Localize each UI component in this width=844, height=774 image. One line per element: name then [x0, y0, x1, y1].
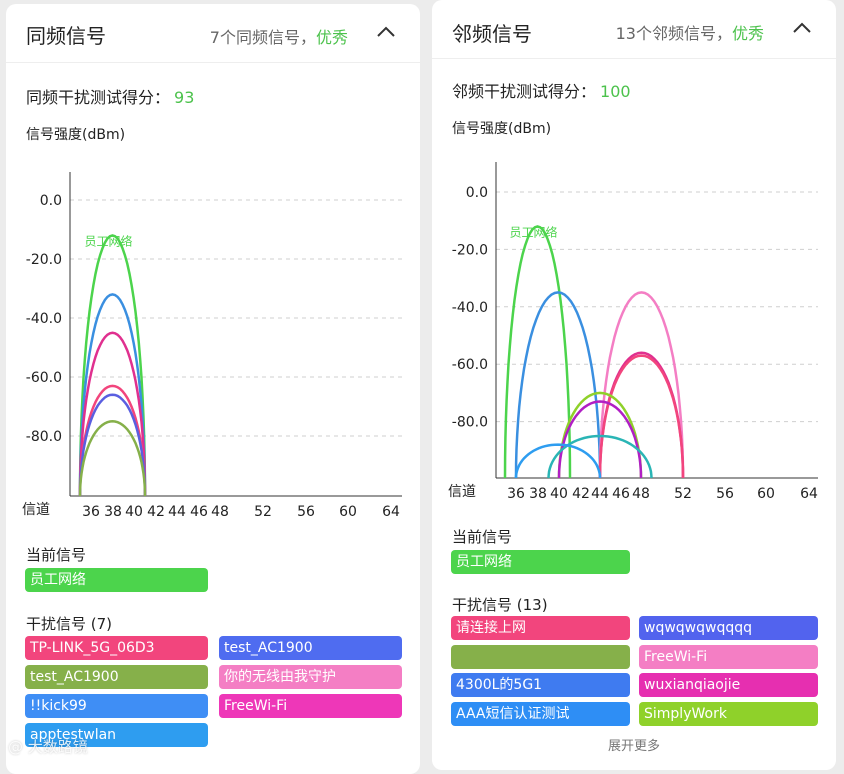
- signal-curve: [78, 331, 147, 497]
- expand-more-link[interactable]: 展开更多: [607, 739, 660, 754]
- y-tick-label: 0.0: [40, 193, 62, 209]
- card-summary: 13个邻频信号，优秀: [616, 20, 764, 44]
- score-line: 邻频干扰测试得分： 100: [452, 78, 631, 102]
- signal-curve: [78, 420, 147, 497]
- x-tick-label: 64: [800, 486, 818, 502]
- co-channel-card: 同频信号 7个同频信号，优秀 同频干扰测试得分： 93 信号强度(dBm) 0.0…: [6, 4, 420, 774]
- co-channel-chart: 0.0 -20.0 -40.0 -60.0 -80.0 36 38 40 42 44 46 48 52 5…: [22, 172, 402, 520]
- y-tick-label: -40.0: [26, 311, 62, 327]
- signal-curve: [78, 393, 147, 497]
- summary-rating: 优秀: [315, 28, 348, 47]
- x-tick-label: 42: [147, 504, 165, 520]
- adjacent-channel-chart: 0.0 -20.0 -40.0 -60.0 -80.0 36 38 40 42 44 46 48 52 5…: [448, 162, 818, 502]
- current-signal-label: 当前信号: [26, 546, 87, 564]
- y-tick-label: -20.0: [26, 252, 62, 268]
- summary-rating: 优秀: [731, 24, 764, 43]
- x-tick-label: 60: [757, 486, 775, 502]
- interference-tag[interactable]: 你的无线由我守护: [219, 665, 402, 689]
- interference-tag[interactable]: [451, 644, 630, 669]
- score-value: 100: [600, 82, 631, 101]
- curve-label: 员工网络: [85, 233, 133, 248]
- interference-tag[interactable]: FreeWi-Fi: [219, 694, 402, 718]
- x-tick-label: 48: [211, 504, 229, 520]
- chevron-up-icon[interactable]: [374, 20, 398, 44]
- curve-label: 员工网络: [510, 224, 558, 239]
- x-tick-label: 36: [507, 486, 525, 502]
- current-network-tag[interactable]: 员工网络: [25, 568, 208, 592]
- card-header[interactable]: 邻频信号 13个邻频信号，优秀: [432, 0, 836, 59]
- signal-curve: [598, 354, 685, 479]
- watermark: @ 大数路镜: [8, 738, 88, 756]
- score-value: 93: [174, 88, 195, 107]
- x-tick-label: 52: [254, 504, 272, 520]
- score-line: 同频干扰测试得分： 93: [26, 84, 194, 108]
- interference-tag[interactable]: FreeWi-Fi: [639, 644, 818, 669]
- current-network-tag[interactable]: 员工网络: [451, 550, 630, 574]
- score-label: 邻频干扰测试得分：: [452, 82, 597, 101]
- x-tick-label: 42: [572, 486, 590, 502]
- y-tick-label: -60.0: [452, 357, 488, 373]
- y-axis-title: 信号强度(dBm): [26, 127, 126, 143]
- signal-curve: [503, 225, 572, 479]
- card-summary: 7个同频信号，优秀: [210, 24, 348, 48]
- card-header[interactable]: 同频信号 7个同频信号，优秀: [6, 4, 420, 63]
- x-tick-label: 56: [297, 504, 315, 520]
- interference-label: 干扰信号 (7): [26, 615, 113, 633]
- y-axis-title: 信号强度(dBm): [452, 121, 552, 137]
- x-axis-title: 信道: [22, 502, 50, 518]
- x-tick-label: 64: [382, 504, 400, 520]
- interference-tag[interactable]: wuxianqiaojie: [639, 673, 818, 697]
- x-tick-label: 38: [104, 504, 122, 520]
- signal-curve: [598, 351, 685, 479]
- summary-text: 7个同频信号，: [209, 28, 316, 47]
- x-tick-label: 46: [190, 504, 208, 520]
- card-title: 邻频信号: [452, 22, 532, 46]
- y-tick-label: -40.0: [452, 300, 488, 316]
- interference-tag[interactable]: 请连接上网: [451, 616, 630, 640]
- x-tick-label: 52: [674, 486, 692, 502]
- signal-curve: [514, 443, 602, 479]
- score-label: 同频干扰测试得分：: [26, 88, 171, 107]
- y-tick-label: -20.0: [452, 242, 488, 258]
- summary-text: 13个邻频信号，: [615, 24, 732, 43]
- adjacent-channel-card: 邻频信号 13个邻频信号，优秀 邻频干扰测试得分： 100 信号强度(dBm) 0…: [432, 0, 836, 770]
- signal-curve: [547, 434, 653, 479]
- x-tick-label: 44: [591, 486, 609, 502]
- x-tick-label: 60: [339, 504, 357, 520]
- signal-curve: [557, 400, 643, 479]
- interference-tag[interactable]: SimplyWork: [639, 701, 818, 726]
- interference-tag[interactable]: wqwqwqwqqqq: [639, 616, 818, 640]
- signal-curve: [557, 391, 643, 479]
- x-tick-label: 40: [125, 504, 143, 520]
- interference-label: 干扰信号 (13): [452, 596, 548, 614]
- x-tick-label: 44: [168, 504, 186, 520]
- x-axis-title: 信道: [448, 484, 476, 500]
- interference-tag[interactable]: TP-LINK_5G_06D3: [25, 636, 208, 660]
- interference-tag[interactable]: AAA短信认证测试: [451, 701, 630, 726]
- y-tick-label: 0.0: [466, 185, 488, 201]
- chevron-up-icon[interactable]: [790, 16, 814, 40]
- interference-tag[interactable]: !!kick99: [25, 694, 208, 718]
- current-signal-label: 当前信号: [452, 528, 513, 546]
- signal-curve: [78, 234, 147, 497]
- signal-curve: [514, 291, 602, 479]
- signal-curve: [78, 293, 147, 497]
- interference-tag[interactable]: test_AC1900: [25, 665, 208, 689]
- x-tick-label: 56: [716, 486, 734, 502]
- interference-tag[interactable]: 4300L的5G1: [451, 673, 630, 697]
- x-tick-label: 48: [632, 486, 650, 502]
- y-tick-label: -60.0: [26, 370, 62, 386]
- x-tick-label: 40: [550, 486, 568, 502]
- interference-tag[interactable]: test_AC1900: [219, 636, 402, 660]
- x-tick-label: 36: [82, 504, 100, 520]
- x-tick-label: 46: [612, 486, 630, 502]
- interference-tag[interactable]: apptestwlan: [25, 723, 208, 747]
- card-title: 同频信号: [26, 24, 106, 48]
- x-tick-label: 38: [529, 486, 547, 502]
- y-tick-label: -80.0: [452, 415, 488, 431]
- y-tick-label: -80.0: [26, 429, 62, 445]
- signal-curve: [598, 291, 685, 479]
